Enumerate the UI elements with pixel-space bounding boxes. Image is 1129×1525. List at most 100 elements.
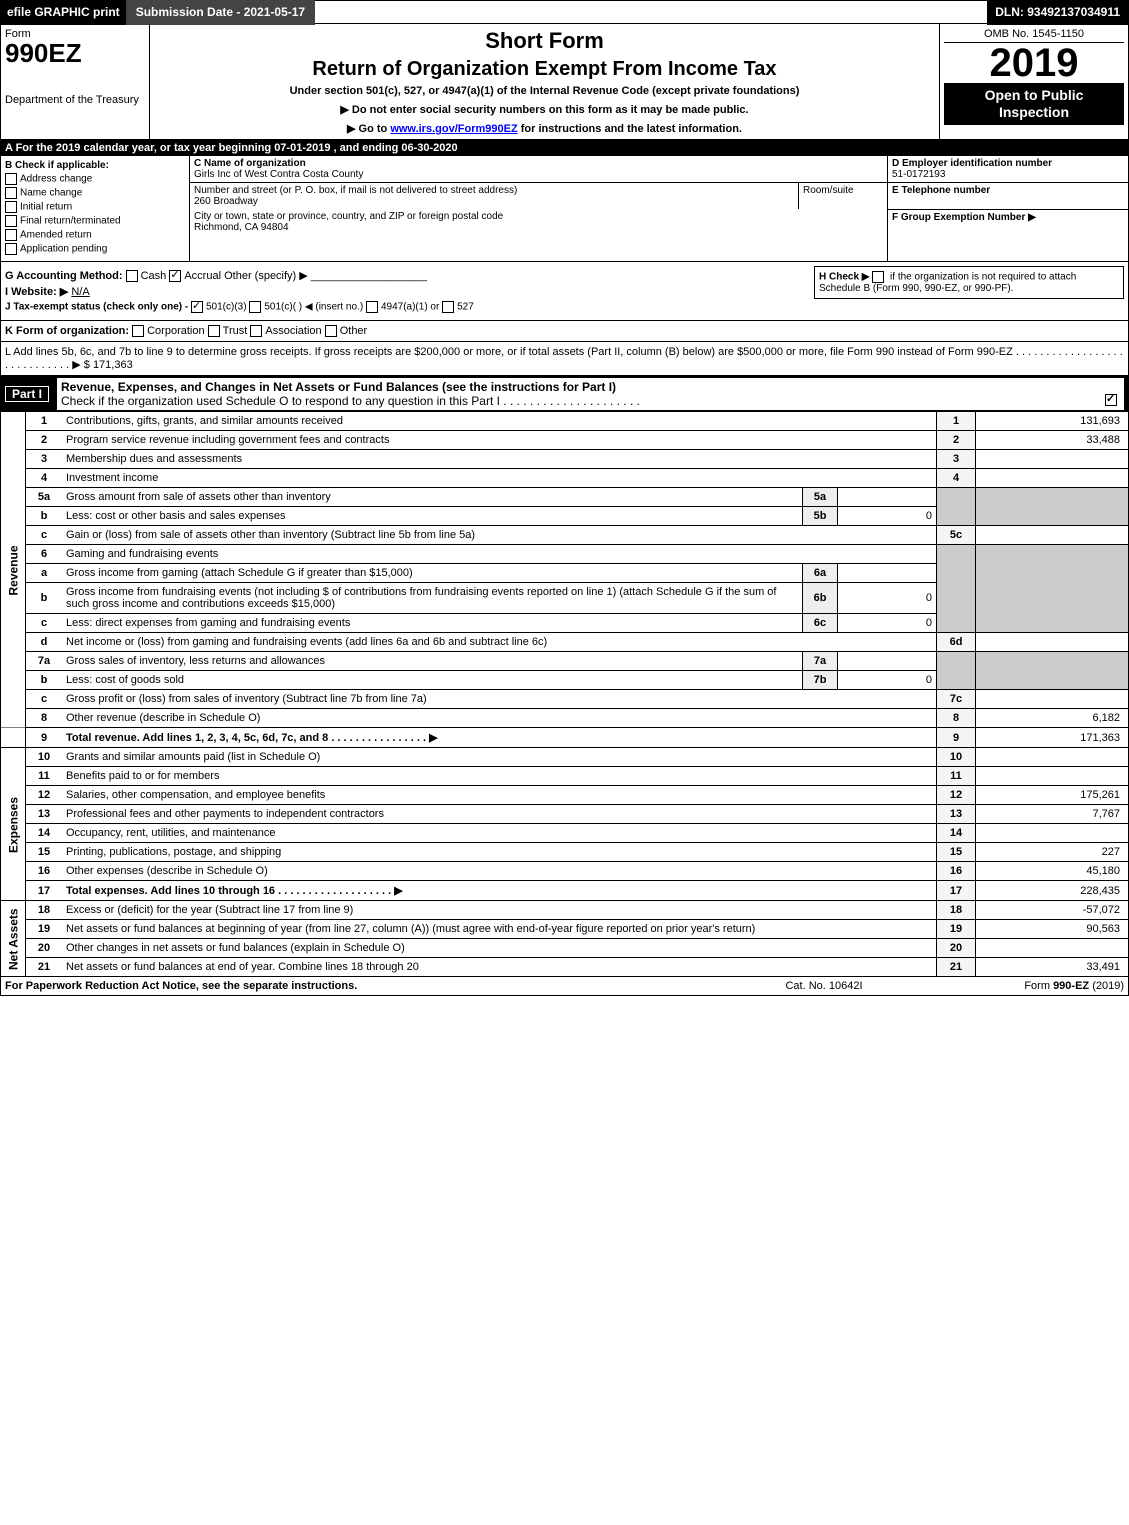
line-6-desc: Gaming and fundraising events: [66, 548, 218, 560]
line-20-val: [976, 939, 1129, 958]
col-b-title: B Check if applicable:: [5, 160, 109, 171]
chk-cash[interactable]: [126, 270, 138, 282]
footer-center: Cat. No. 10642I: [724, 980, 924, 992]
j-label: J Tax-exempt status (check only one) -: [5, 302, 188, 313]
line-2-val: 33,488: [976, 431, 1129, 450]
chk-accrual[interactable]: [169, 270, 181, 282]
line-9-desc: Total revenue. Add lines 1, 2, 3, 4, 5c,…: [66, 732, 438, 744]
line-5a-desc: Gross amount from sale of assets other t…: [66, 491, 331, 503]
line-8-val: 6,182: [976, 709, 1129, 728]
open-to-public: Open to Public Inspection: [944, 83, 1124, 125]
line-7c-desc: Gross profit or (loss) from sales of inv…: [66, 693, 427, 705]
chk-501c3[interactable]: [191, 301, 203, 313]
chk-name-change[interactable]: [5, 187, 17, 199]
g-other: Other (specify) ▶: [224, 270, 308, 282]
k-block: K Form of organization: Corporation Trus…: [0, 321, 1129, 342]
line-6c-sub: 0: [838, 614, 937, 633]
line-5b-sub: 0: [838, 507, 937, 526]
dln: DLN: 93492137034911: [987, 0, 1128, 25]
chk-h[interactable]: [872, 271, 884, 283]
line-14-val: [976, 824, 1129, 843]
line-19-desc: Net assets or fund balances at beginning…: [66, 923, 755, 935]
line-16-desc: Other expenses (describe in Schedule O): [66, 865, 268, 877]
org-name: Girls Inc of West Contra Costa County: [194, 169, 363, 180]
line-5c-desc: Gain or (loss) from sale of assets other…: [66, 529, 475, 541]
ghijkl-block: H Check ▶ if the organization is not req…: [0, 262, 1129, 321]
line-3-desc: Membership dues and assessments: [66, 453, 242, 465]
page-footer: For Paperwork Reduction Act Notice, see …: [0, 977, 1129, 996]
chk-final-return[interactable]: [5, 215, 17, 227]
chk-initial-return[interactable]: [5, 201, 17, 213]
chk-other-org[interactable]: [325, 325, 337, 337]
row-a-taxyear: A For the 2019 calendar year, or tax yea…: [0, 140, 1129, 156]
city: Richmond, CA 94804: [194, 222, 289, 233]
line-8-desc: Other revenue (describe in Schedule O): [66, 712, 260, 724]
line-6b-desc: Gross income from fundraising events (no…: [66, 586, 776, 610]
website: N/A: [71, 286, 89, 298]
chk-schedule-o[interactable]: [1105, 394, 1117, 406]
part1-header: Part I Revenue, Expenses, and Changes in…: [0, 376, 1129, 412]
chk-application-pending[interactable]: [5, 243, 17, 255]
g-label: G Accounting Method:: [5, 270, 123, 282]
l-text: L Add lines 5b, 6c, and 7b to line 9 to …: [5, 346, 1123, 371]
part1-label: Part I: [5, 386, 49, 402]
line-18-desc: Excess or (deficit) for the year (Subtra…: [66, 904, 353, 916]
k-label: K Form of organization:: [5, 325, 129, 337]
efile-label[interactable]: efile GRAPHIC print: [1, 0, 126, 25]
chk-527[interactable]: [442, 301, 454, 313]
line-5a-sub: [838, 488, 937, 507]
line-14-desc: Occupancy, rent, utilities, and maintena…: [66, 827, 276, 839]
line-11-desc: Benefits paid to or for members: [66, 770, 219, 782]
line-18-val: -57,072: [976, 901, 1129, 920]
form-number: 990EZ: [5, 40, 145, 66]
under-section: Under section 501(c), 527, or 4947(a)(1)…: [158, 85, 931, 97]
irs-link[interactable]: www.irs.gov/Form990EZ: [390, 123, 517, 135]
col-d-ids: D Employer identification number 51-0172…: [887, 156, 1128, 261]
chk-trust[interactable]: [208, 325, 220, 337]
city-label: City or town, state or province, country…: [194, 211, 503, 222]
line-12-desc: Salaries, other compensation, and employ…: [66, 789, 325, 801]
chk-assoc[interactable]: [250, 325, 262, 337]
h-label: H Check ▶: [819, 272, 869, 283]
line-7c-val: [976, 690, 1129, 709]
line-6a-desc: Gross income from gaming (attach Schedul…: [66, 567, 413, 579]
note-ssn: ▶ Do not enter social security numbers o…: [158, 103, 931, 116]
footer-right: Form 990-EZ (2019): [924, 980, 1124, 992]
line-6b-sub: 0: [838, 583, 937, 614]
ein: 51-0172193: [892, 169, 945, 180]
line-4-desc: Investment income: [66, 472, 158, 484]
line-16-val: 45,180: [976, 862, 1129, 881]
dept: Department of the Treasury: [5, 94, 145, 106]
line-7b-desc: Less: cost of goods sold: [66, 674, 184, 686]
group-label: F Group Exemption Number ▶: [892, 212, 1036, 223]
footer-left: For Paperwork Reduction Act Notice, see …: [5, 980, 724, 992]
line-3-val: [976, 450, 1129, 469]
l-block: L Add lines 5b, 6c, and 7b to line 9 to …: [0, 342, 1129, 376]
chk-amended[interactable]: [5, 229, 17, 241]
chk-501c[interactable]: [249, 301, 261, 313]
line-11-val: [976, 767, 1129, 786]
top-bar: efile GRAPHIC print Submission Date - 20…: [0, 0, 1129, 24]
sidecat-revenue: Revenue: [1, 412, 26, 728]
org-info-block: B Check if applicable: Address change Na…: [0, 156, 1129, 262]
line-17-val: 228,435: [976, 881, 1129, 901]
form-header: Form 990EZ Department of the Treasury Sh…: [0, 24, 1129, 140]
i-label: I Website: ▶: [5, 286, 68, 298]
chk-corp[interactable]: [132, 325, 144, 337]
line-10-desc: Grants and similar amounts paid (list in…: [66, 751, 320, 763]
line-21-desc: Net assets or fund balances at end of ye…: [66, 961, 419, 973]
chk-4947[interactable]: [366, 301, 378, 313]
line-19-val: 90,563: [976, 920, 1129, 939]
line-21-val: 33,491: [976, 958, 1129, 977]
tel-label: E Telephone number: [892, 185, 990, 196]
part1-check: Check if the organization used Schedule …: [61, 394, 640, 408]
line-7a-desc: Gross sales of inventory, less returns a…: [66, 655, 325, 667]
line-7a-sub: [838, 652, 937, 671]
room-label: Room/suite: [799, 183, 887, 209]
line-6a-sub: [838, 564, 937, 583]
line-20-desc: Other changes in net assets or fund bala…: [66, 942, 405, 954]
line-5b-desc: Less: cost or other basis and sales expe…: [66, 510, 286, 522]
chk-address-change[interactable]: [5, 173, 17, 185]
line-13-desc: Professional fees and other payments to …: [66, 808, 384, 820]
line-13-val: 7,767: [976, 805, 1129, 824]
